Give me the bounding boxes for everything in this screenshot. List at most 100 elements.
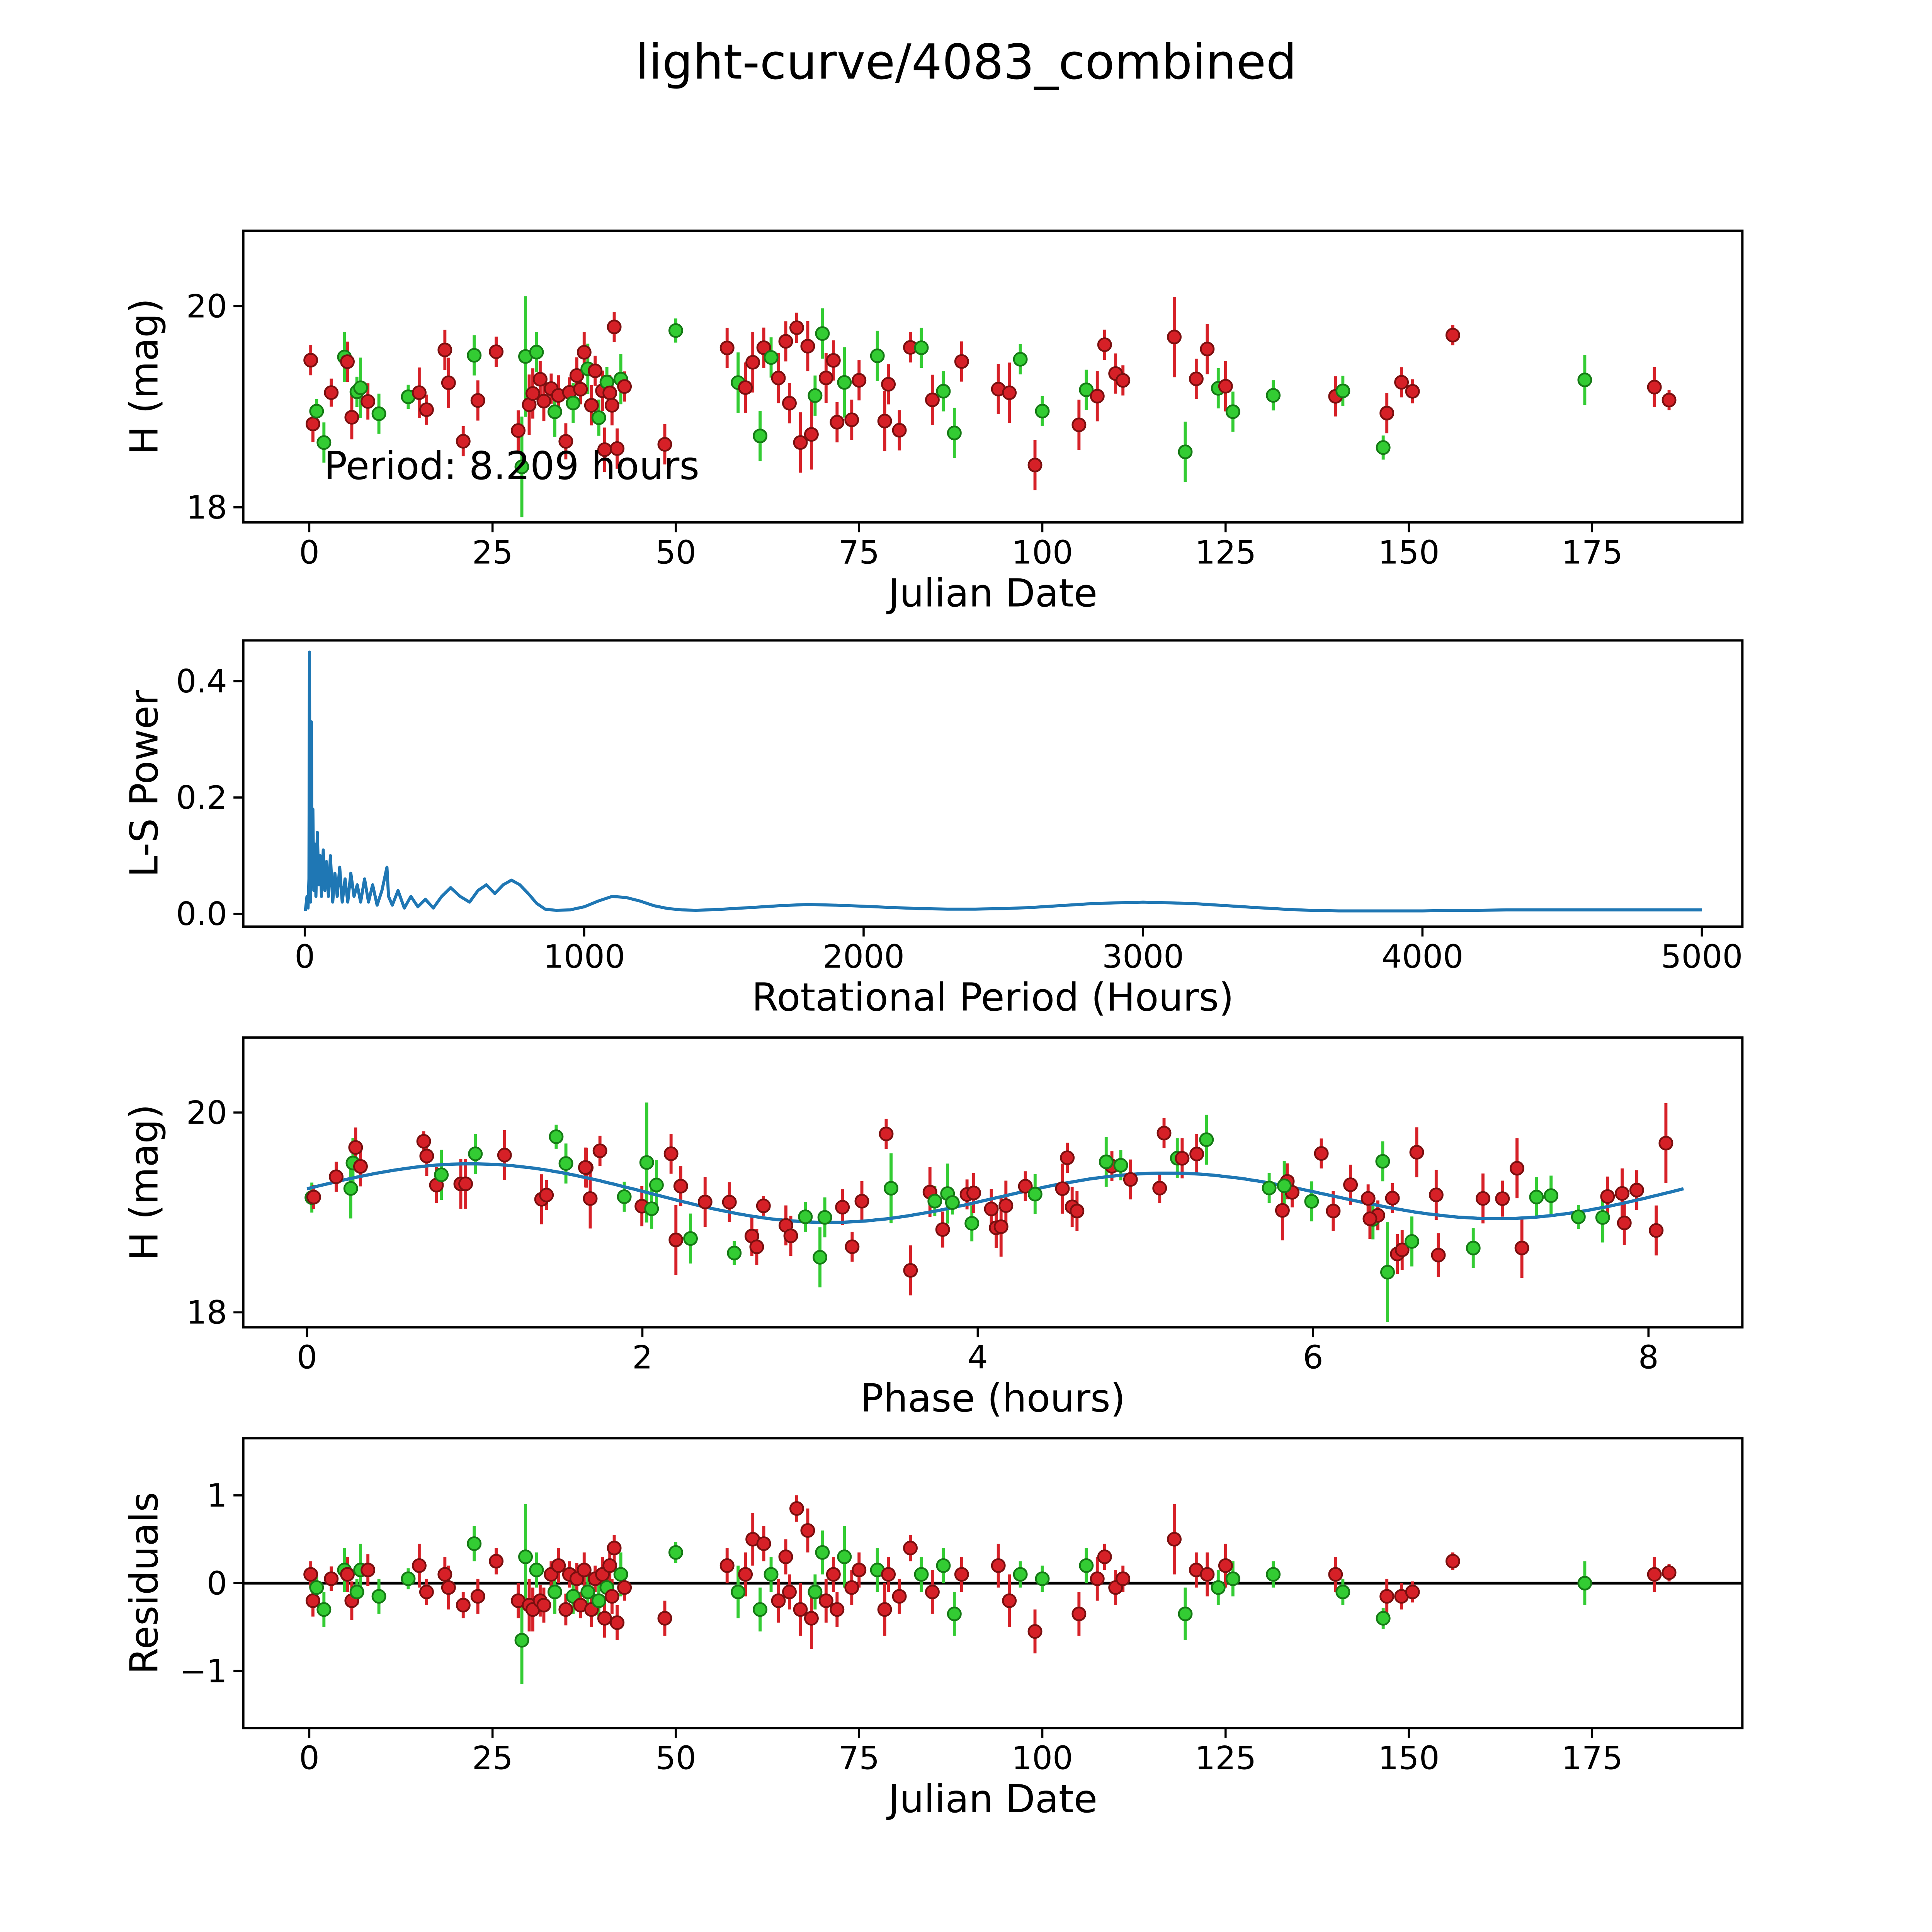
data-point bbox=[1200, 342, 1215, 357]
data-point bbox=[756, 340, 771, 355]
data-point bbox=[826, 1567, 841, 1582]
data-point bbox=[789, 1501, 804, 1516]
data-point bbox=[782, 396, 797, 411]
data-point bbox=[1099, 1154, 1114, 1169]
data-point bbox=[1218, 1558, 1233, 1573]
data-point bbox=[419, 402, 434, 417]
data-point bbox=[361, 394, 376, 409]
data-point bbox=[1658, 1136, 1673, 1151]
axes-frame bbox=[242, 1036, 1744, 1329]
data-point bbox=[441, 1580, 456, 1595]
data-point bbox=[1060, 1150, 1075, 1165]
data-point bbox=[892, 423, 907, 438]
data-point bbox=[467, 1536, 482, 1551]
data-point bbox=[954, 354, 969, 369]
data-point bbox=[580, 1584, 595, 1599]
data-point bbox=[835, 1200, 850, 1215]
data-point bbox=[663, 1146, 679, 1161]
data-point bbox=[306, 1190, 321, 1205]
data-point bbox=[558, 434, 573, 449]
data-point bbox=[1079, 382, 1094, 397]
data-point bbox=[1002, 1593, 1017, 1608]
x-axis-label: Julian Date bbox=[886, 1777, 1097, 1821]
data-point bbox=[668, 323, 683, 338]
data-point bbox=[558, 1156, 573, 1171]
data-point bbox=[610, 1615, 625, 1630]
data-point bbox=[1097, 1549, 1112, 1565]
data-point bbox=[1071, 1606, 1087, 1621]
x-tick-label: 0 bbox=[299, 534, 320, 571]
data-point bbox=[764, 1567, 779, 1582]
data-point bbox=[852, 1563, 867, 1578]
x-tick-label: 2 bbox=[632, 1339, 653, 1376]
data-point bbox=[764, 350, 779, 365]
data-point bbox=[815, 1545, 830, 1560]
data-point bbox=[361, 1563, 376, 1578]
data-point bbox=[1225, 1571, 1240, 1586]
data-point bbox=[613, 1567, 628, 1582]
data-point bbox=[1200, 1567, 1215, 1582]
data-point bbox=[602, 1558, 617, 1573]
data-point bbox=[993, 1219, 1009, 1234]
data-point bbox=[1027, 1624, 1043, 1639]
data-point bbox=[1466, 1240, 1481, 1255]
data-point bbox=[591, 410, 606, 425]
data-point bbox=[727, 1245, 742, 1260]
data-point bbox=[549, 1129, 564, 1144]
data-point bbox=[1595, 1210, 1610, 1225]
data-point bbox=[936, 384, 951, 399]
data-point bbox=[738, 380, 753, 395]
data-point bbox=[539, 1187, 554, 1202]
data-point bbox=[892, 1589, 907, 1604]
data-point bbox=[808, 388, 823, 403]
axes-frame bbox=[242, 639, 1744, 928]
data-point bbox=[927, 1194, 942, 1209]
data-point bbox=[536, 1598, 551, 1613]
data-point bbox=[1647, 379, 1662, 395]
y-tick-label: 18 bbox=[186, 1294, 227, 1332]
data-point bbox=[844, 1580, 859, 1595]
data-point bbox=[673, 1179, 688, 1194]
data-point bbox=[468, 1146, 483, 1162]
data-point bbox=[756, 1198, 771, 1213]
data-point bbox=[1275, 1203, 1290, 1218]
data-point bbox=[870, 348, 885, 363]
data-point bbox=[657, 437, 672, 452]
data-point bbox=[1070, 1204, 1085, 1219]
data-point bbox=[877, 1602, 892, 1617]
data-point bbox=[1649, 1223, 1664, 1238]
data-point bbox=[1027, 457, 1043, 473]
x-tick-label: 150 bbox=[1378, 534, 1440, 571]
data-point bbox=[881, 1567, 896, 1582]
data-point bbox=[1404, 1234, 1419, 1249]
data-point bbox=[1615, 1186, 1630, 1201]
data-point bbox=[1379, 406, 1395, 421]
x-tick-label: 0 bbox=[294, 938, 315, 976]
y-axis-label: Residuals bbox=[122, 1492, 167, 1674]
data-point bbox=[1514, 1240, 1529, 1255]
data-point bbox=[854, 1194, 869, 1209]
x-tick-label: 4000 bbox=[1381, 938, 1463, 976]
data-point bbox=[349, 1584, 364, 1599]
data-point bbox=[1178, 444, 1193, 459]
data-point bbox=[309, 404, 324, 419]
data-point bbox=[644, 1201, 659, 1216]
data-point bbox=[607, 1541, 622, 1556]
data-point bbox=[1079, 1558, 1094, 1573]
x-tick-label: 125 bbox=[1195, 1740, 1256, 1777]
data-point bbox=[798, 1209, 813, 1225]
data-point bbox=[1189, 1146, 1204, 1162]
data-point bbox=[1097, 337, 1112, 352]
data-point bbox=[1429, 1187, 1444, 1202]
data-point bbox=[745, 355, 760, 370]
x-tick-label: 75 bbox=[838, 1740, 879, 1777]
data-point bbox=[617, 1189, 632, 1204]
data-point bbox=[1090, 1571, 1105, 1586]
data-point bbox=[1225, 404, 1240, 419]
data-point bbox=[419, 1584, 434, 1599]
data-point bbox=[1395, 1242, 1410, 1257]
data-point bbox=[1116, 1571, 1131, 1586]
data-point bbox=[837, 375, 852, 390]
data-point bbox=[324, 385, 339, 400]
